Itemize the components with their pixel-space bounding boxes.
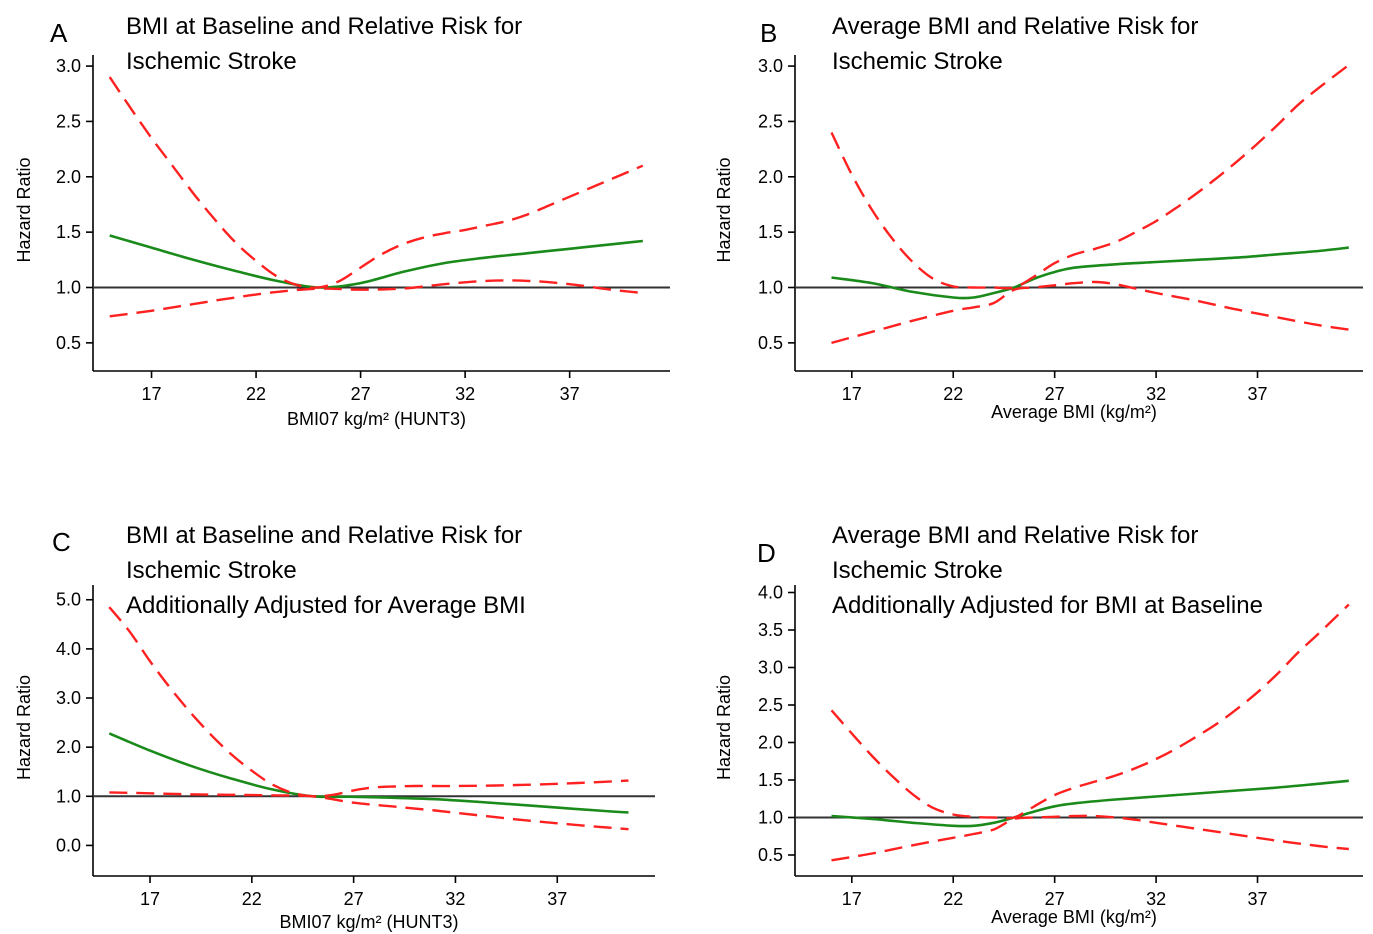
chart-title-line: Average BMI and Relative Risk for bbox=[832, 13, 1198, 40]
x-tick-label: 17 bbox=[842, 889, 862, 909]
chart-title-line: BMI at Baseline and Relative Risk for bbox=[126, 13, 522, 40]
chart-title-line: Additionally Adjusted for BMI at Baselin… bbox=[832, 592, 1263, 619]
panel-letter: C bbox=[52, 527, 71, 557]
y-tick-label: 0.5 bbox=[758, 845, 783, 865]
x-tick-label: 32 bbox=[455, 384, 475, 404]
panel-letter: B bbox=[760, 18, 777, 48]
x-tick-label: 17 bbox=[140, 889, 160, 909]
chart-panel-b: B Average BMI and Relative Risk for Ischem… bbox=[714, 13, 1363, 422]
y-axis-label: Hazard Ratio bbox=[714, 157, 734, 262]
ci-upper-line bbox=[830, 64, 1350, 290]
x-tick-label: 27 bbox=[1045, 889, 1065, 909]
y-tick-label: 3.0 bbox=[56, 56, 81, 76]
y-tick-label: 0.5 bbox=[56, 333, 81, 353]
y-tick-label: 4.0 bbox=[758, 583, 783, 603]
x-tick-label: 37 bbox=[560, 384, 580, 404]
ci-lower-line bbox=[109, 279, 643, 318]
x-tick-label: 37 bbox=[1247, 384, 1267, 404]
x-tick-label: 32 bbox=[445, 889, 465, 909]
x-tick-label: 27 bbox=[344, 889, 364, 909]
y-axis-label: Hazard Ratio bbox=[14, 157, 34, 262]
y-tick-label: 4.0 bbox=[56, 639, 81, 659]
estimate-line bbox=[831, 246, 1349, 300]
y-tick-label: 2.0 bbox=[758, 167, 783, 187]
ci-upper-line bbox=[830, 603, 1350, 820]
chart-panel-a: A BMI at Baseline and Relative Risk for Is… bbox=[14, 13, 670, 429]
ci-upper-line bbox=[108, 606, 629, 798]
y-tick-label: 1.5 bbox=[758, 770, 783, 790]
x-tick-label: 27 bbox=[351, 384, 371, 404]
y-tick-label: 3.0 bbox=[758, 658, 783, 678]
x-tick-label: 22 bbox=[242, 889, 262, 909]
x-tick-label: 17 bbox=[142, 384, 162, 404]
estimate-line bbox=[831, 779, 1349, 828]
y-tick-label: 1.5 bbox=[758, 222, 783, 242]
y-tick-label: 2.0 bbox=[56, 737, 81, 757]
y-tick-label: 3.0 bbox=[758, 56, 783, 76]
y-tick-label: 3.5 bbox=[758, 620, 783, 640]
estimate-line bbox=[109, 234, 643, 289]
x-tick-label: 22 bbox=[943, 889, 963, 909]
estimate-line bbox=[108, 732, 629, 814]
ci-lower-line bbox=[109, 791, 629, 831]
x-tick-label: 32 bbox=[1146, 384, 1166, 404]
chart-panel-c: C BMI at Baseline and Relative Risk for Is… bbox=[14, 522, 655, 932]
panel-letter: A bbox=[50, 18, 68, 48]
y-tick-label: 1.0 bbox=[758, 808, 783, 828]
y-tick-label: 5.0 bbox=[56, 590, 81, 610]
y-tick-label: 2.0 bbox=[758, 733, 783, 753]
chart-title-line: Additionally Adjusted for Average BMI bbox=[126, 592, 526, 619]
y-axis-label: Hazard Ratio bbox=[714, 675, 734, 780]
y-tick-label: 2.5 bbox=[56, 111, 81, 131]
x-tick-label: 17 bbox=[842, 384, 862, 404]
x-axis-label: Average BMI (kg/m²) bbox=[991, 907, 1157, 927]
chart-panel-d: D Average BMI and Relative Risk for Ischem… bbox=[714, 522, 1363, 927]
chart-title-line: Ischemic Stroke bbox=[126, 48, 297, 75]
chart-title-line: Ischemic Stroke bbox=[832, 557, 1003, 584]
ci-lower-line bbox=[831, 814, 1349, 862]
x-tick-label: 37 bbox=[1247, 889, 1267, 909]
y-tick-label: 1.0 bbox=[56, 786, 81, 806]
y-tick-label: 2.0 bbox=[56, 167, 81, 187]
y-tick-label: 1.5 bbox=[56, 222, 81, 242]
ci-lower-line bbox=[831, 280, 1349, 345]
x-tick-label: 37 bbox=[547, 889, 567, 909]
y-tick-label: 1.0 bbox=[56, 278, 81, 298]
x-axis-label: BMI07 kg/m² (HUNT3) bbox=[279, 912, 458, 932]
y-axis-label: Hazard Ratio bbox=[14, 675, 34, 780]
y-tick-label: 0.5 bbox=[758, 333, 783, 353]
chart-title-line: BMI at Baseline and Relative Risk for bbox=[126, 522, 522, 549]
y-tick-label: 0.0 bbox=[56, 835, 81, 855]
y-tick-label: 2.5 bbox=[758, 111, 783, 131]
ci-upper-line bbox=[108, 76, 644, 289]
x-tick-label: 22 bbox=[246, 384, 266, 404]
x-axis-label: BMI07 kg/m² (HUNT3) bbox=[287, 409, 466, 429]
chart-title-line: Ischemic Stroke bbox=[832, 48, 1003, 75]
y-tick-label: 1.0 bbox=[758, 278, 783, 298]
x-axis-label: Average BMI (kg/m²) bbox=[991, 402, 1157, 422]
panel-letter: D bbox=[757, 538, 776, 568]
chart-title-line: Average BMI and Relative Risk for bbox=[832, 522, 1198, 549]
x-tick-label: 32 bbox=[1146, 889, 1166, 909]
y-tick-label: 3.0 bbox=[56, 688, 81, 708]
x-tick-label: 22 bbox=[943, 384, 963, 404]
y-tick-label: 2.5 bbox=[758, 695, 783, 715]
x-tick-label: 27 bbox=[1045, 384, 1065, 404]
chart-title-line: Ischemic Stroke bbox=[126, 557, 297, 584]
